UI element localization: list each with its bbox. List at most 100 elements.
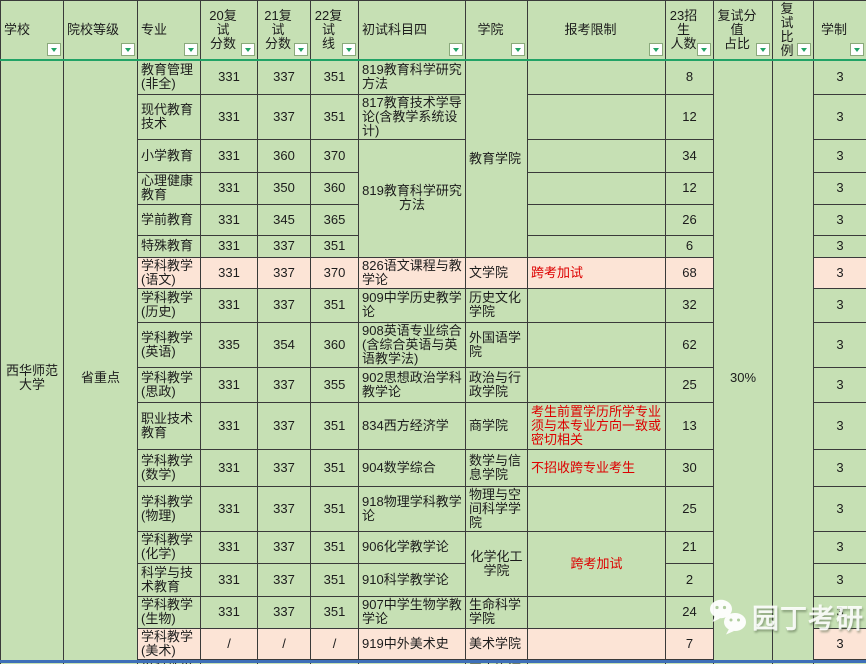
subject-cell[interactable]: 817教育技术学导论(含教学系统设计)	[358, 93, 466, 140]
score20-cell[interactable]: 331	[200, 138, 258, 173]
filter-icon[interactable]	[850, 43, 864, 56]
restriction-cell[interactable]	[527, 627, 666, 660]
restriction-cell[interactable]: 跨考加试	[527, 256, 666, 289]
restriction-cell[interactable]	[527, 203, 666, 236]
subject-cell[interactable]: 834西方经济学	[358, 401, 466, 450]
score22-cell[interactable]: 351	[310, 59, 359, 95]
score22-cell[interactable]: 351	[310, 401, 359, 450]
restriction-cell[interactable]	[527, 595, 666, 629]
score20-cell[interactable]: 331	[200, 366, 258, 403]
score22-cell[interactable]: /	[310, 627, 359, 660]
score21-cell[interactable]: 337	[257, 485, 311, 532]
major-cell[interactable]: 现代教育技术	[137, 93, 201, 140]
duration-cell[interactable]: 3	[813, 448, 866, 487]
college-cell[interactable]: 教育学院	[465, 59, 528, 258]
enroll-cell[interactable]: 34	[665, 138, 714, 173]
filter-icon[interactable]	[184, 43, 198, 56]
major-cell[interactable]: 职业技术教育	[137, 401, 201, 450]
score22-cell[interactable]: 351	[310, 234, 359, 258]
score20-cell[interactable]: 331	[200, 234, 258, 258]
score20-cell[interactable]: 331	[200, 93, 258, 140]
filter-icon[interactable]	[649, 43, 663, 56]
major-cell[interactable]: 特殊教育	[137, 234, 201, 258]
score22-cell[interactable]: 360	[310, 321, 359, 368]
enroll-cell[interactable]: 25	[665, 485, 714, 532]
filter-icon[interactable]	[241, 43, 255, 56]
college-cell[interactable]: 政治与行政学院	[465, 366, 528, 403]
subject-cell[interactable]: 908英语专业综合(含综合英语与英语教学法)	[358, 321, 466, 368]
restriction-cell[interactable]	[527, 321, 666, 368]
score20-cell[interactable]: 331	[200, 256, 258, 289]
subject-cell[interactable]: 904数学综合	[358, 448, 466, 487]
score20-cell[interactable]: 335	[200, 321, 258, 368]
duration-cell[interactable]: 3	[813, 203, 866, 236]
major-cell[interactable]: 教育管理(非全)	[137, 59, 201, 95]
score22-cell[interactable]: 370	[310, 256, 359, 289]
enroll-cell[interactable]: 26	[665, 203, 714, 236]
enroll-cell[interactable]: 68	[665, 256, 714, 289]
score22-cell[interactable]: 351	[310, 448, 359, 487]
score21-cell[interactable]: 337	[257, 366, 311, 403]
score20-cell[interactable]: 331	[200, 401, 258, 450]
score20-cell[interactable]: /	[200, 627, 258, 660]
score21-cell[interactable]: 337	[257, 59, 311, 95]
major-cell[interactable]: 科学与技术教育	[137, 562, 201, 597]
filter-icon[interactable]	[294, 43, 308, 56]
duration-cell[interactable]: 3	[813, 530, 866, 564]
score21-cell[interactable]: 337	[257, 448, 311, 487]
major-cell[interactable]: 学科教学(数学)	[137, 448, 201, 487]
duration-cell[interactable]: 3	[813, 321, 866, 368]
duration-cell[interactable]: 3	[813, 171, 866, 205]
duration-cell[interactable]: 3	[813, 138, 866, 173]
restriction-cell[interactable]	[527, 485, 666, 532]
subject-cell[interactable]: 902思想政治学科教学论	[358, 366, 466, 403]
enroll-cell[interactable]: 24	[665, 595, 714, 629]
duration-cell[interactable]: 3	[813, 627, 866, 660]
restriction-cell[interactable]	[527, 93, 666, 140]
college-cell[interactable]: 商学院	[465, 401, 528, 450]
restriction-cell[interactable]: 考生前置学历所学专业须与本专业方向一致或密切相关	[527, 401, 666, 450]
subject-cell[interactable]: 826语文课程与教学论	[358, 256, 466, 289]
college-cell[interactable]: 数学与信息学院	[465, 448, 528, 487]
major-cell[interactable]: 学科教学(英语)	[137, 321, 201, 368]
ratio-cell[interactable]	[772, 59, 814, 664]
subject-cell[interactable]: 907中学生物学教学论	[358, 595, 466, 629]
duration-cell[interactable]: 3	[813, 485, 866, 532]
major-cell[interactable]: 学前教育	[137, 203, 201, 236]
score21-cell[interactable]: 337	[257, 234, 311, 258]
score21-cell[interactable]: 360	[257, 138, 311, 173]
score21-cell[interactable]: 350	[257, 171, 311, 205]
major-cell[interactable]: 心理健康教育	[137, 171, 201, 205]
college-cell[interactable]: 外国语学院	[465, 321, 528, 368]
filter-icon[interactable]	[511, 43, 525, 56]
subject-cell[interactable]: 906化学教学论	[358, 530, 466, 564]
restriction-cell[interactable]	[527, 59, 666, 95]
score20-cell[interactable]: 331	[200, 530, 258, 564]
score22-cell[interactable]: 370	[310, 138, 359, 173]
subject-cell[interactable]: 910科学教学论	[358, 562, 466, 597]
college-cell[interactable]: 化学化工学院	[465, 530, 528, 597]
restriction-cell[interactable]: 跨考加试	[527, 530, 666, 597]
major-cell[interactable]: 学科教学(语文)	[137, 256, 201, 289]
subject-cell[interactable]: 819教育科学研究方法	[358, 138, 466, 258]
restriction-cell[interactable]	[527, 287, 666, 323]
college-cell[interactable]: 生命科学学院	[465, 595, 528, 629]
major-cell[interactable]: 学科教学(化学)	[137, 530, 201, 564]
enroll-cell[interactable]: 62	[665, 321, 714, 368]
score21-cell[interactable]: 337	[257, 93, 311, 140]
score20-cell[interactable]: 331	[200, 287, 258, 323]
enroll-cell[interactable]: 12	[665, 171, 714, 205]
enroll-cell[interactable]: 25	[665, 366, 714, 403]
enroll-cell[interactable]: 13	[665, 401, 714, 450]
subject-cell[interactable]: 819教育科学研究方法	[358, 59, 466, 95]
score21-cell[interactable]: 337	[257, 401, 311, 450]
score21-cell[interactable]: 337	[257, 562, 311, 597]
filter-icon[interactable]	[449, 43, 463, 56]
score21-cell[interactable]: 337	[257, 256, 311, 289]
major-cell[interactable]: 学科教学(思政)	[137, 366, 201, 403]
subject-cell[interactable]: 919中外美术史	[358, 627, 466, 660]
restriction-cell[interactable]: 不招收跨专业考生	[527, 448, 666, 487]
restriction-cell[interactable]	[527, 171, 666, 205]
enroll-cell[interactable]: 8	[665, 59, 714, 95]
enroll-cell[interactable]: 21	[665, 530, 714, 564]
